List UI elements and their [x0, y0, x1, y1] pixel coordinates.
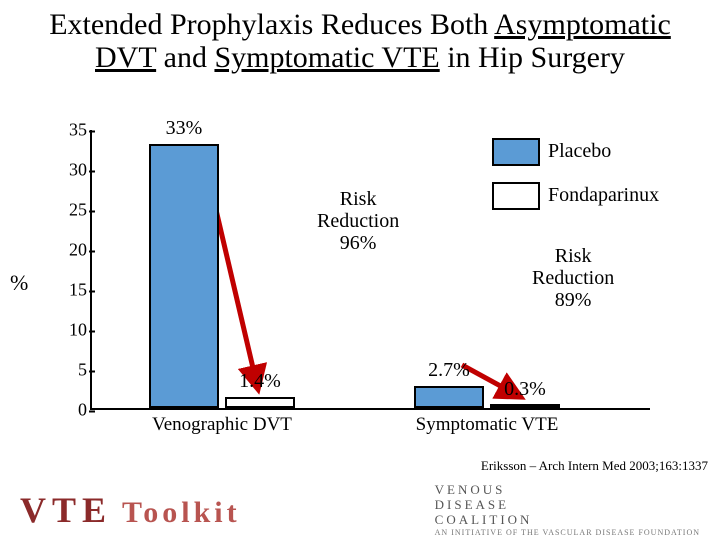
bar	[414, 386, 484, 408]
brand-toolkit: Toolkit	[122, 496, 241, 529]
y-tick: 30	[57, 160, 87, 181]
legend-swatch	[492, 182, 540, 210]
brand-vte: VTE	[20, 490, 112, 530]
y-tick: 25	[57, 200, 87, 221]
title-text-post: in Hip Surgery	[440, 41, 625, 74]
org-line-2: DISEASE	[435, 498, 700, 513]
bar	[149, 144, 219, 408]
category-label: Venographic DVT	[152, 414, 292, 436]
title-text-pre: Extended Prophylaxis Reduces Both	[49, 8, 494, 41]
y-tick: 0	[57, 400, 87, 421]
risk-reduction-annotation: RiskReduction89%	[532, 245, 614, 311]
title-text-mid: and	[156, 41, 214, 74]
category-label: Symptomatic VTE	[416, 414, 559, 436]
org-subline: AN INITIATIVE OF THE VASCULAR DISEASE FO…	[435, 528, 700, 537]
citation-text: Eriksson – Arch Intern Med 2003;163:1337	[481, 458, 708, 474]
y-tick: 35	[57, 120, 87, 141]
footer: VTE Toolkit VENOUS DISEASE COALITION AN I…	[0, 480, 720, 540]
bar-value-label: 0.3%	[475, 378, 575, 401]
footer-org: VENOUS DISEASE COALITION AN INITIATIVE O…	[435, 483, 700, 537]
bar-value-label: 1.4%	[210, 370, 310, 393]
org-line-1: VENOUS	[435, 483, 700, 498]
footer-brand: VTE Toolkit	[20, 489, 241, 531]
y-tick: 20	[57, 240, 87, 261]
y-axis-label: %	[10, 270, 28, 296]
bar-value-label: 33%	[134, 117, 234, 140]
org-line-3: COALITION	[435, 513, 700, 528]
y-tick: 10	[57, 320, 87, 341]
bar	[490, 404, 560, 408]
title-underline-2: Symptomatic VTE	[214, 41, 439, 74]
plot-region: 05101520253035Venographic DVT33%1.4%Symp…	[90, 130, 650, 410]
bar	[225, 397, 295, 408]
y-tick: 15	[57, 280, 87, 301]
y-tick: 5	[57, 360, 87, 381]
legend-label: Fondaparinux	[548, 184, 659, 207]
legend-swatch	[492, 138, 540, 166]
chart-title: Extended Prophylaxis Reduces Both Asympt…	[0, 0, 720, 78]
chart-area: % 05101520253035Venographic DVT33%1.4%Sy…	[50, 130, 670, 440]
legend-label: Placebo	[548, 140, 611, 163]
risk-reduction-annotation: RiskReduction96%	[317, 188, 399, 254]
